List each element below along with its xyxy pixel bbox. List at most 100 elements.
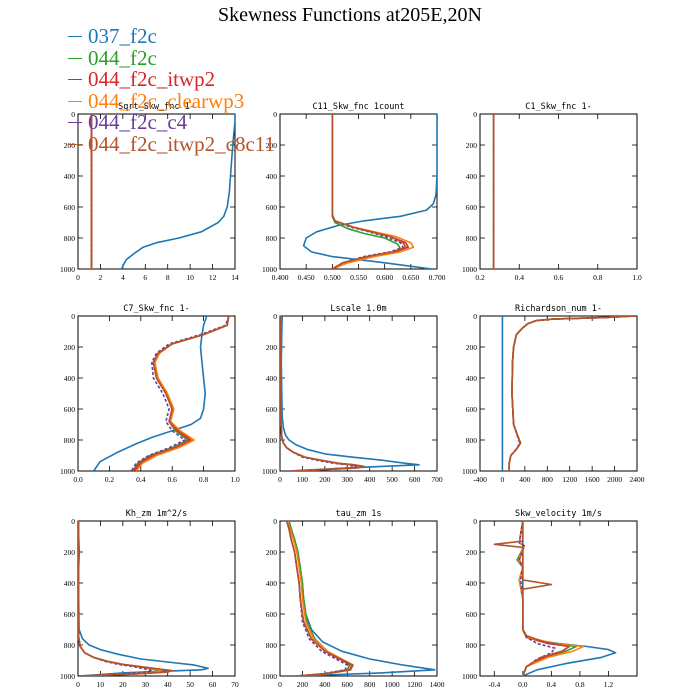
series-line-044_f2c_itwp2_c8c11 <box>132 316 230 471</box>
y-tick-label: 600 <box>266 405 278 414</box>
x-tick-label: 0 <box>501 475 505 484</box>
series-line-044_f2c_c4 <box>285 521 349 676</box>
series-line-044_f2c_c4 <box>331 114 404 269</box>
x-tick-label: 1.0 <box>632 273 642 282</box>
x-tick-label: 10 <box>186 273 194 282</box>
x-tick-label: 0.2 <box>105 475 115 484</box>
series-line-044_f2c_clearwp3 <box>280 316 362 471</box>
x-tick-label: 0.700 <box>429 273 446 282</box>
x-tick-label: 600 <box>409 475 421 484</box>
y-tick-label: 200 <box>64 343 76 352</box>
y-tick-label: 800 <box>466 234 478 243</box>
x-tick-label: 0.6 <box>554 273 564 282</box>
legend: 037_f2c 044_f2c 044_f2c_itwp2 044_f2c_clear… <box>68 24 275 156</box>
series-line-044_f2c_clearwp3 <box>517 521 585 676</box>
y-tick-label: 1000 <box>60 672 75 681</box>
x-tick-label: 600 <box>342 680 354 689</box>
series-line-037_f2c <box>120 114 235 269</box>
series-line-044_f2c <box>78 521 160 676</box>
x-tick-label: 0.600 <box>376 273 393 282</box>
y-tick-label: 800 <box>64 234 76 243</box>
x-tick-label: 0.400 <box>272 273 289 282</box>
series-line-044_f2c_itwp2_c8c11 <box>331 114 407 269</box>
subplot-title: Skw_velocity 1m/s <box>515 509 602 519</box>
y-tick-label: 200 <box>266 141 278 150</box>
x-tick-label: 0.650 <box>402 273 419 282</box>
y-tick-label: 600 <box>64 203 76 212</box>
series-line-044_f2c_c4 <box>280 316 358 471</box>
series-line-044_f2c_c4 <box>518 521 556 676</box>
series-line-044_f2c_itwp2 <box>133 316 230 471</box>
subplot-title: tau_zm 1s <box>335 509 381 519</box>
y-tick-label: 1000 <box>462 265 477 274</box>
legend-entry: 044_f2c <box>68 46 275 70</box>
x-tick-label: -0.4 <box>488 680 500 689</box>
subplot-title: C1_Skw_fnc 1- <box>525 102 592 112</box>
series-line-044_f2c_clearwp3 <box>508 316 634 471</box>
series-line-044_f2c <box>288 521 351 676</box>
y-tick-label: 0 <box>71 312 75 321</box>
plot-frame <box>279 315 438 472</box>
y-tick-label: 400 <box>466 374 478 383</box>
x-tick-label: 1000 <box>385 680 400 689</box>
y-tick-label: 1000 <box>462 467 477 476</box>
series-line-044_f2c_itwp2_c8c11 <box>285 521 354 676</box>
y-tick-label: 800 <box>266 641 278 650</box>
y-tick-label: 200 <box>466 343 478 352</box>
y-tick-label: 0 <box>273 110 277 119</box>
y-tick-label: 600 <box>466 405 478 414</box>
x-tick-label: 20 <box>119 680 127 689</box>
x-tick-label: 40 <box>164 680 172 689</box>
subplot-title: Lscale 1.0m <box>330 304 386 314</box>
legend-label: 044_f2c_clearwp3 <box>88 88 245 113</box>
legend-entry: 044_f2c_c4 <box>68 110 275 134</box>
x-tick-label: 1.0 <box>230 475 240 484</box>
x-tick-label: 60 <box>209 680 217 689</box>
y-tick-label: 600 <box>266 203 278 212</box>
series-line-037_f2c <box>280 316 420 471</box>
figure-title: Skewness Functions at205E,20N <box>218 4 482 26</box>
x-tick-label: 0.4 <box>515 273 525 282</box>
y-tick-label: 200 <box>64 141 76 150</box>
legend-swatch <box>68 122 82 124</box>
plot-frame <box>479 113 638 270</box>
legend-entry: 037_f2c <box>68 24 275 48</box>
x-tick-label: 0.450 <box>298 273 315 282</box>
x-tick-label: 1600 <box>585 475 600 484</box>
y-tick-label: 1000 <box>262 672 277 681</box>
x-tick-label: 14 <box>231 273 239 282</box>
x-tick-label: 70 <box>231 680 239 689</box>
subplot-title: Sqrt_Skw_fnc 1- <box>118 102 195 112</box>
x-tick-label: 0.2 <box>475 273 485 282</box>
series-line-044_f2c_clearwp3 <box>78 521 162 676</box>
legend-entry: 044_f2c_itwp2_c8c11 <box>68 132 275 156</box>
y-tick-label: 400 <box>266 579 278 588</box>
y-tick-label: 400 <box>466 172 478 181</box>
x-tick-label: 800 <box>364 680 376 689</box>
y-tick-label: 600 <box>466 610 478 619</box>
legend-swatch <box>68 57 82 59</box>
y-tick-label: 0 <box>273 517 277 526</box>
legend-entry: 044_f2c_clearwp3 <box>68 88 275 113</box>
y-tick-label: 800 <box>266 234 278 243</box>
y-tick-label: 800 <box>466 641 478 650</box>
y-tick-label: 400 <box>266 172 278 181</box>
plot-frame <box>279 520 438 677</box>
x-tick-label: 0.0 <box>73 475 83 484</box>
series-line-044_f2c_itwp2_c8c11 <box>78 521 173 676</box>
series-line-044_f2c_itwp2 <box>280 316 364 471</box>
x-tick-label: 0.4 <box>136 475 146 484</box>
subplot-2: C11_Skw_fnc 1count 0 200 400 600 800 10000.400… <box>262 102 446 282</box>
legend-swatch <box>68 36 82 38</box>
y-tick-label: 0 <box>71 517 75 526</box>
series-line-037_f2c <box>288 521 436 676</box>
series-line-044_f2c <box>331 114 402 269</box>
y-tick-label: 200 <box>466 548 478 557</box>
x-tick-label: 0.500 <box>324 273 341 282</box>
